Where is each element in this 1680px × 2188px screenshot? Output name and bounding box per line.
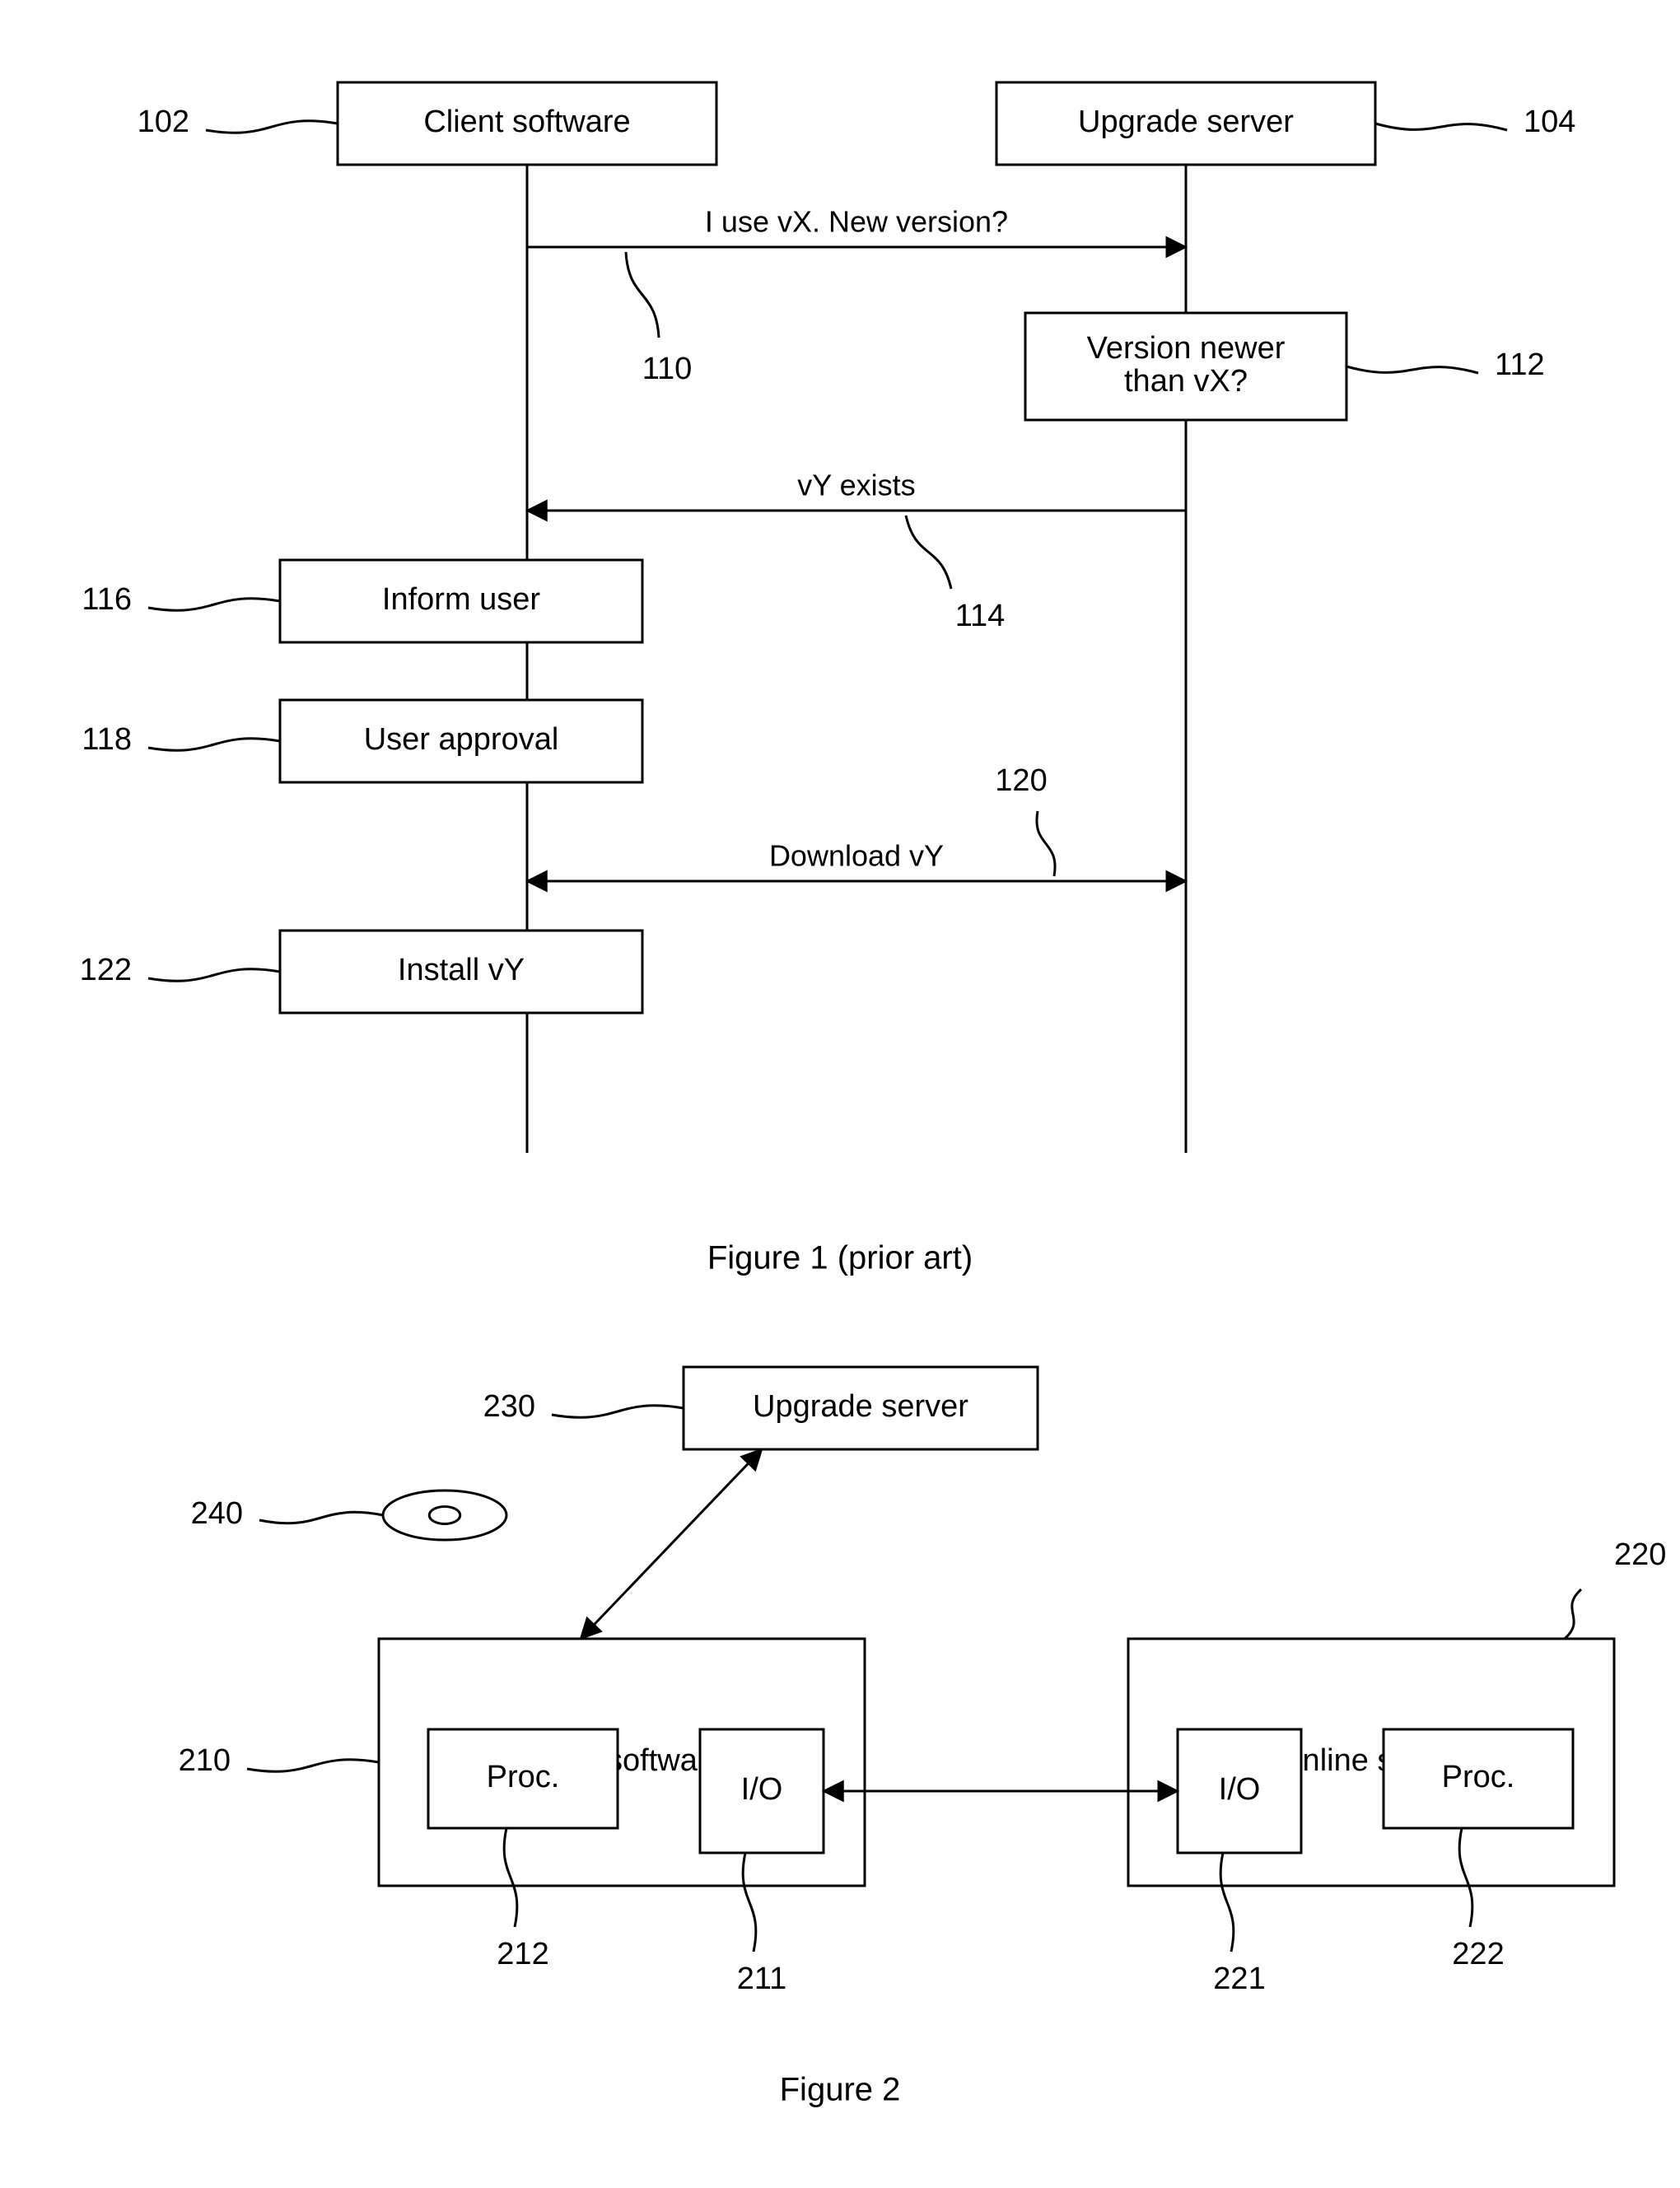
svg-text:114: 114 — [955, 599, 1006, 633]
box-install: Install vY 122 — [80, 931, 642, 1013]
svg-text:than vX?: than vX? — [1124, 364, 1248, 399]
svg-text:I use vX. New version?: I use vX. New version? — [705, 205, 1008, 239]
svg-text:212: 212 — [497, 1937, 548, 1971]
ref-label: 104 — [1524, 105, 1575, 139]
ref-label: 116 — [82, 582, 132, 617]
ref-label: 122 — [80, 953, 132, 987]
svg-text:110: 110 — [642, 352, 693, 386]
ref-label: 210 — [179, 1743, 231, 1778]
ref-label: 230 — [483, 1389, 535, 1424]
svg-text:211: 211 — [737, 1962, 787, 1996]
figure2-caption: Figure 2 — [780, 2072, 901, 2108]
box-label: I/O — [741, 1772, 783, 1807]
ref-label: 118 — [82, 722, 132, 757]
box-client_sw: Client software 102 — [138, 82, 716, 165]
svg-text:vY exists: vY exists — [797, 469, 915, 502]
box-upgrade_srv: Upgrade server 104 — [996, 82, 1575, 165]
box-label: Upgrade server — [1078, 105, 1294, 139]
box-label: User approval — [364, 722, 559, 757]
figure1-caption: Figure 1 (prior art) — [707, 1240, 973, 1276]
ref-label: 102 — [138, 105, 189, 139]
box-label: Inform user — [382, 582, 541, 617]
ref-label: 112 — [1495, 348, 1545, 382]
box-version_chk: Version newerthan vX? 112 — [1025, 313, 1545, 420]
disc-icon: 240 — [191, 1491, 506, 1540]
box-user_appr: User approval 118 — [82, 700, 642, 782]
svg-text:221: 221 — [1213, 1962, 1265, 1996]
svg-text:120: 120 — [995, 763, 1047, 798]
svg-text:Version newer: Version newer — [1087, 331, 1286, 366]
svg-text:Download vY: Download vY — [769, 839, 944, 873]
box-inform_user: Inform user 116 — [82, 560, 642, 642]
svg-text:220: 220 — [1614, 1537, 1666, 1572]
box-label: Upgrade server — [753, 1389, 968, 1424]
box-label: Client software — [423, 105, 630, 139]
svg-text:222: 222 — [1452, 1937, 1504, 1971]
box-label: Install vY — [398, 953, 525, 987]
box-f2-upgrade_srv: Upgrade server 230 — [483, 1367, 1038, 1449]
box-label: Proc. — [1442, 1760, 1515, 1794]
box-label: Proc. — [487, 1760, 560, 1794]
box-label: I/O — [1219, 1772, 1261, 1807]
svg-text:240: 240 — [191, 1496, 243, 1531]
connector-upgrade-client — [581, 1449, 762, 1639]
